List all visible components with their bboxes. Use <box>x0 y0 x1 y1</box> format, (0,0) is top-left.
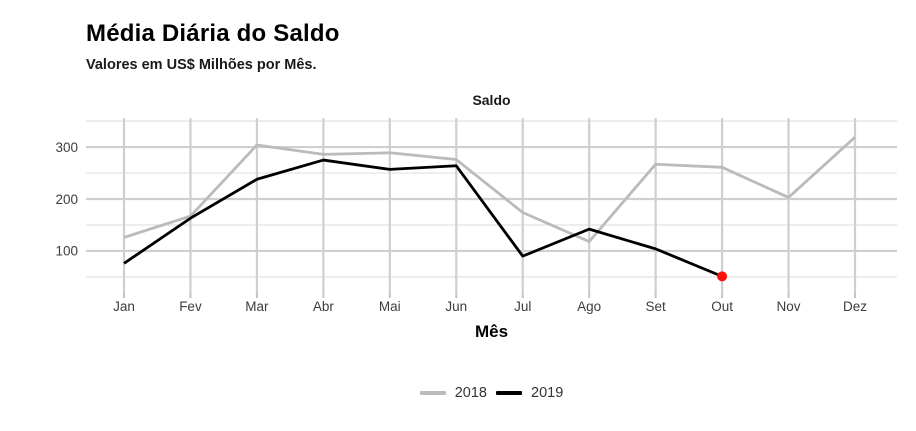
svg-text:Jun: Jun <box>445 299 467 314</box>
svg-text:Out: Out <box>711 299 733 314</box>
x-axis-title: Mês <box>474 322 509 341</box>
series-line-2019 <box>123 158 728 282</box>
legend-line-swatch-2019 <box>496 391 522 395</box>
svg-text:Ago: Ago <box>577 299 601 314</box>
x-axis-ticks <box>123 293 856 298</box>
legend: 2018 2019 <box>86 383 897 403</box>
svg-text:Set: Set <box>646 299 667 314</box>
legend-item-2018: 2018 <box>419 385 487 401</box>
endpoint-marker-2019 <box>717 271 728 282</box>
y-axis-tick-labels: 100 200 300 <box>55 140 78 259</box>
svg-text:300: 300 <box>55 140 78 155</box>
series-line-2018 <box>123 136 856 243</box>
svg-text:Abr: Abr <box>313 299 335 314</box>
svg-text:Mar: Mar <box>245 299 269 314</box>
chart-title: Média Diária do Saldo <box>86 20 340 47</box>
legend-item-2019: 2019 <box>496 385 563 401</box>
svg-text:100: 100 <box>55 244 78 259</box>
svg-text:Mai: Mai <box>379 299 401 314</box>
chart-subtitle: Valores em US$ Milhões por Mês. <box>86 57 317 73</box>
svg-text:Dez: Dez <box>843 299 867 314</box>
svg-text:Jan: Jan <box>113 299 135 314</box>
legend-label-2018: 2018 <box>454 385 487 401</box>
x-axis-tick-labels: Jan Fev Mar Abr Mai Jun Jul Ago Set Out Nov Dez <box>113 299 867 314</box>
svg-text:Fev: Fev <box>179 299 202 314</box>
gridlines-major-vertical <box>122 118 857 293</box>
svg-text:Jul: Jul <box>514 299 531 314</box>
legend-label-2019: 2019 <box>531 385 564 401</box>
svg-text:Nov: Nov <box>777 299 801 314</box>
panel-title: Saldo <box>472 92 511 108</box>
svg-text:200: 200 <box>55 192 78 207</box>
gridlines-minor <box>86 120 897 278</box>
legend-line-swatch-2018 <box>419 391 446 395</box>
